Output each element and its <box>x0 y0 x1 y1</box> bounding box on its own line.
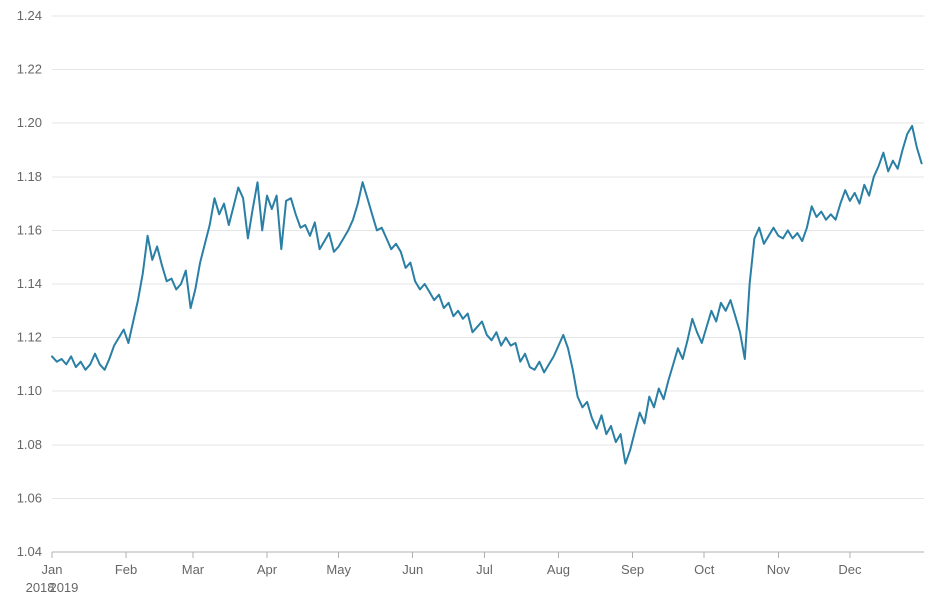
chart-svg: 1.04 1.06 1.08 1.10 1.12 1.14 1.16 1.18 1.20 1.22… <box>0 0 952 612</box>
x-tick-label: Apr <box>257 562 278 577</box>
x-tick-label: Jun <box>402 562 423 577</box>
line-chart: 1.04 1.06 1.08 1.10 1.12 1.14 1.16 1.18 1.20 1.22… <box>0 0 952 612</box>
y-tick-label: 1.04 <box>17 544 42 559</box>
y-tick-label: 1.16 <box>17 222 42 237</box>
x-tick-label: Feb <box>115 562 137 577</box>
y-tick-label: 1.10 <box>17 383 42 398</box>
y-tick-label: 1.06 <box>17 490 42 505</box>
x-tick-label: Mar <box>182 562 205 577</box>
x-tick-label: Dec <box>838 562 862 577</box>
x-tick-label: May <box>326 562 351 577</box>
x-tick-label: Aug <box>547 562 570 577</box>
y-tick-label: 1.14 <box>17 276 42 291</box>
y-tick-label: 1.22 <box>17 62 42 77</box>
x-tick-label: Jan <box>42 562 63 577</box>
y-tick-label: 1.12 <box>17 330 42 345</box>
y-tick-label: 1.08 <box>17 437 42 452</box>
x-tick-label: Jul <box>476 562 493 577</box>
y-tick-label: 1.20 <box>17 115 42 130</box>
x-tick-label: Sep <box>621 562 644 577</box>
x-year-label: 2019 <box>49 580 78 595</box>
x-tick-label: Oct <box>694 562 715 577</box>
y-tick-label: 1.24 <box>17 8 42 23</box>
x-tick-label: Nov <box>767 562 791 577</box>
y-tick-label: 1.18 <box>17 169 42 184</box>
